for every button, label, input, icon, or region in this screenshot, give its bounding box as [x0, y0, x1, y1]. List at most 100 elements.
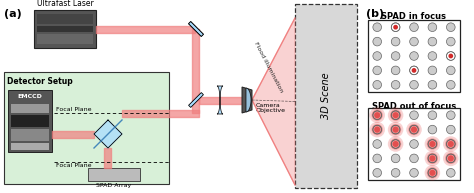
Circle shape [373, 52, 382, 60]
Polygon shape [246, 88, 251, 112]
Bar [368, 20, 460, 92]
Circle shape [391, 37, 400, 46]
Bar [37, 26, 93, 32]
Text: 3D Scene: 3D Scene [321, 73, 331, 119]
Circle shape [369, 108, 385, 123]
Circle shape [410, 154, 419, 163]
Circle shape [427, 153, 438, 164]
Text: Ultrafast Laser: Ultrafast Laser [36, 0, 93, 8]
Bar [11, 115, 49, 127]
Circle shape [393, 25, 398, 30]
Circle shape [447, 168, 455, 177]
Bar [34, 10, 96, 48]
Circle shape [392, 112, 399, 118]
Circle shape [429, 141, 436, 147]
Circle shape [429, 155, 436, 161]
Circle shape [391, 52, 400, 60]
Circle shape [443, 136, 458, 152]
Circle shape [373, 37, 382, 46]
Text: SPAD in focus: SPAD in focus [382, 12, 447, 21]
Bar [11, 104, 49, 113]
Circle shape [447, 37, 455, 46]
Circle shape [447, 111, 455, 119]
Bar [8, 90, 52, 152]
Circle shape [373, 154, 382, 163]
Circle shape [406, 122, 422, 137]
Circle shape [410, 140, 419, 148]
Circle shape [410, 23, 419, 31]
Circle shape [411, 68, 416, 73]
Circle shape [373, 168, 382, 177]
Circle shape [390, 124, 401, 135]
Bar [37, 14, 93, 24]
Text: Focal Plane: Focal Plane [56, 107, 91, 112]
Circle shape [372, 124, 383, 135]
Circle shape [391, 168, 400, 177]
Polygon shape [94, 120, 122, 148]
Circle shape [425, 165, 440, 181]
Circle shape [428, 125, 437, 134]
Text: SPAD out of focus: SPAD out of focus [372, 102, 456, 111]
Circle shape [390, 138, 401, 150]
Circle shape [392, 141, 399, 147]
Bar [368, 108, 460, 180]
Circle shape [409, 124, 419, 135]
Circle shape [447, 80, 455, 89]
Circle shape [427, 138, 438, 150]
Text: Camera
Objective: Camera Objective [256, 103, 286, 113]
Text: SPAD Array: SPAD Array [96, 183, 132, 188]
Bar [37, 34, 93, 44]
Circle shape [447, 125, 455, 134]
Text: EMCCD: EMCCD [18, 94, 43, 99]
Circle shape [373, 140, 382, 148]
Text: Detector Setup: Detector Setup [7, 77, 73, 86]
Polygon shape [252, 18, 295, 185]
Circle shape [448, 155, 454, 161]
Polygon shape [217, 86, 223, 114]
Polygon shape [189, 22, 203, 36]
Circle shape [425, 136, 440, 152]
Circle shape [410, 37, 419, 46]
Circle shape [428, 23, 437, 31]
Polygon shape [189, 93, 203, 108]
Circle shape [428, 66, 437, 75]
Circle shape [391, 154, 400, 163]
Circle shape [428, 80, 437, 89]
Text: Flood illumination: Flood illumination [253, 41, 284, 93]
Circle shape [429, 170, 436, 176]
Circle shape [388, 122, 403, 137]
Circle shape [392, 127, 399, 133]
Circle shape [428, 52, 437, 60]
Circle shape [372, 110, 383, 121]
Circle shape [373, 80, 382, 89]
Text: (a): (a) [4, 9, 22, 19]
Bar [4, 72, 169, 184]
Circle shape [374, 112, 380, 118]
Circle shape [373, 23, 382, 31]
Circle shape [445, 153, 456, 164]
Circle shape [388, 136, 403, 152]
Circle shape [391, 66, 400, 75]
Circle shape [411, 127, 417, 133]
Text: Focal Plane: Focal Plane [56, 163, 91, 168]
Bar [11, 143, 49, 150]
Circle shape [445, 138, 456, 150]
Circle shape [428, 37, 437, 46]
Bar [295, 4, 357, 188]
Circle shape [410, 111, 419, 119]
Circle shape [410, 168, 419, 177]
Circle shape [425, 151, 440, 166]
Circle shape [443, 151, 458, 166]
Circle shape [388, 108, 403, 123]
Circle shape [447, 66, 455, 75]
Circle shape [374, 127, 380, 133]
Circle shape [391, 80, 400, 89]
Circle shape [447, 23, 455, 31]
Circle shape [410, 80, 419, 89]
Bar [88, 168, 140, 181]
Polygon shape [189, 22, 203, 36]
Text: (b): (b) [366, 9, 384, 19]
Circle shape [369, 122, 385, 137]
Bar [11, 129, 49, 141]
Polygon shape [242, 87, 252, 113]
